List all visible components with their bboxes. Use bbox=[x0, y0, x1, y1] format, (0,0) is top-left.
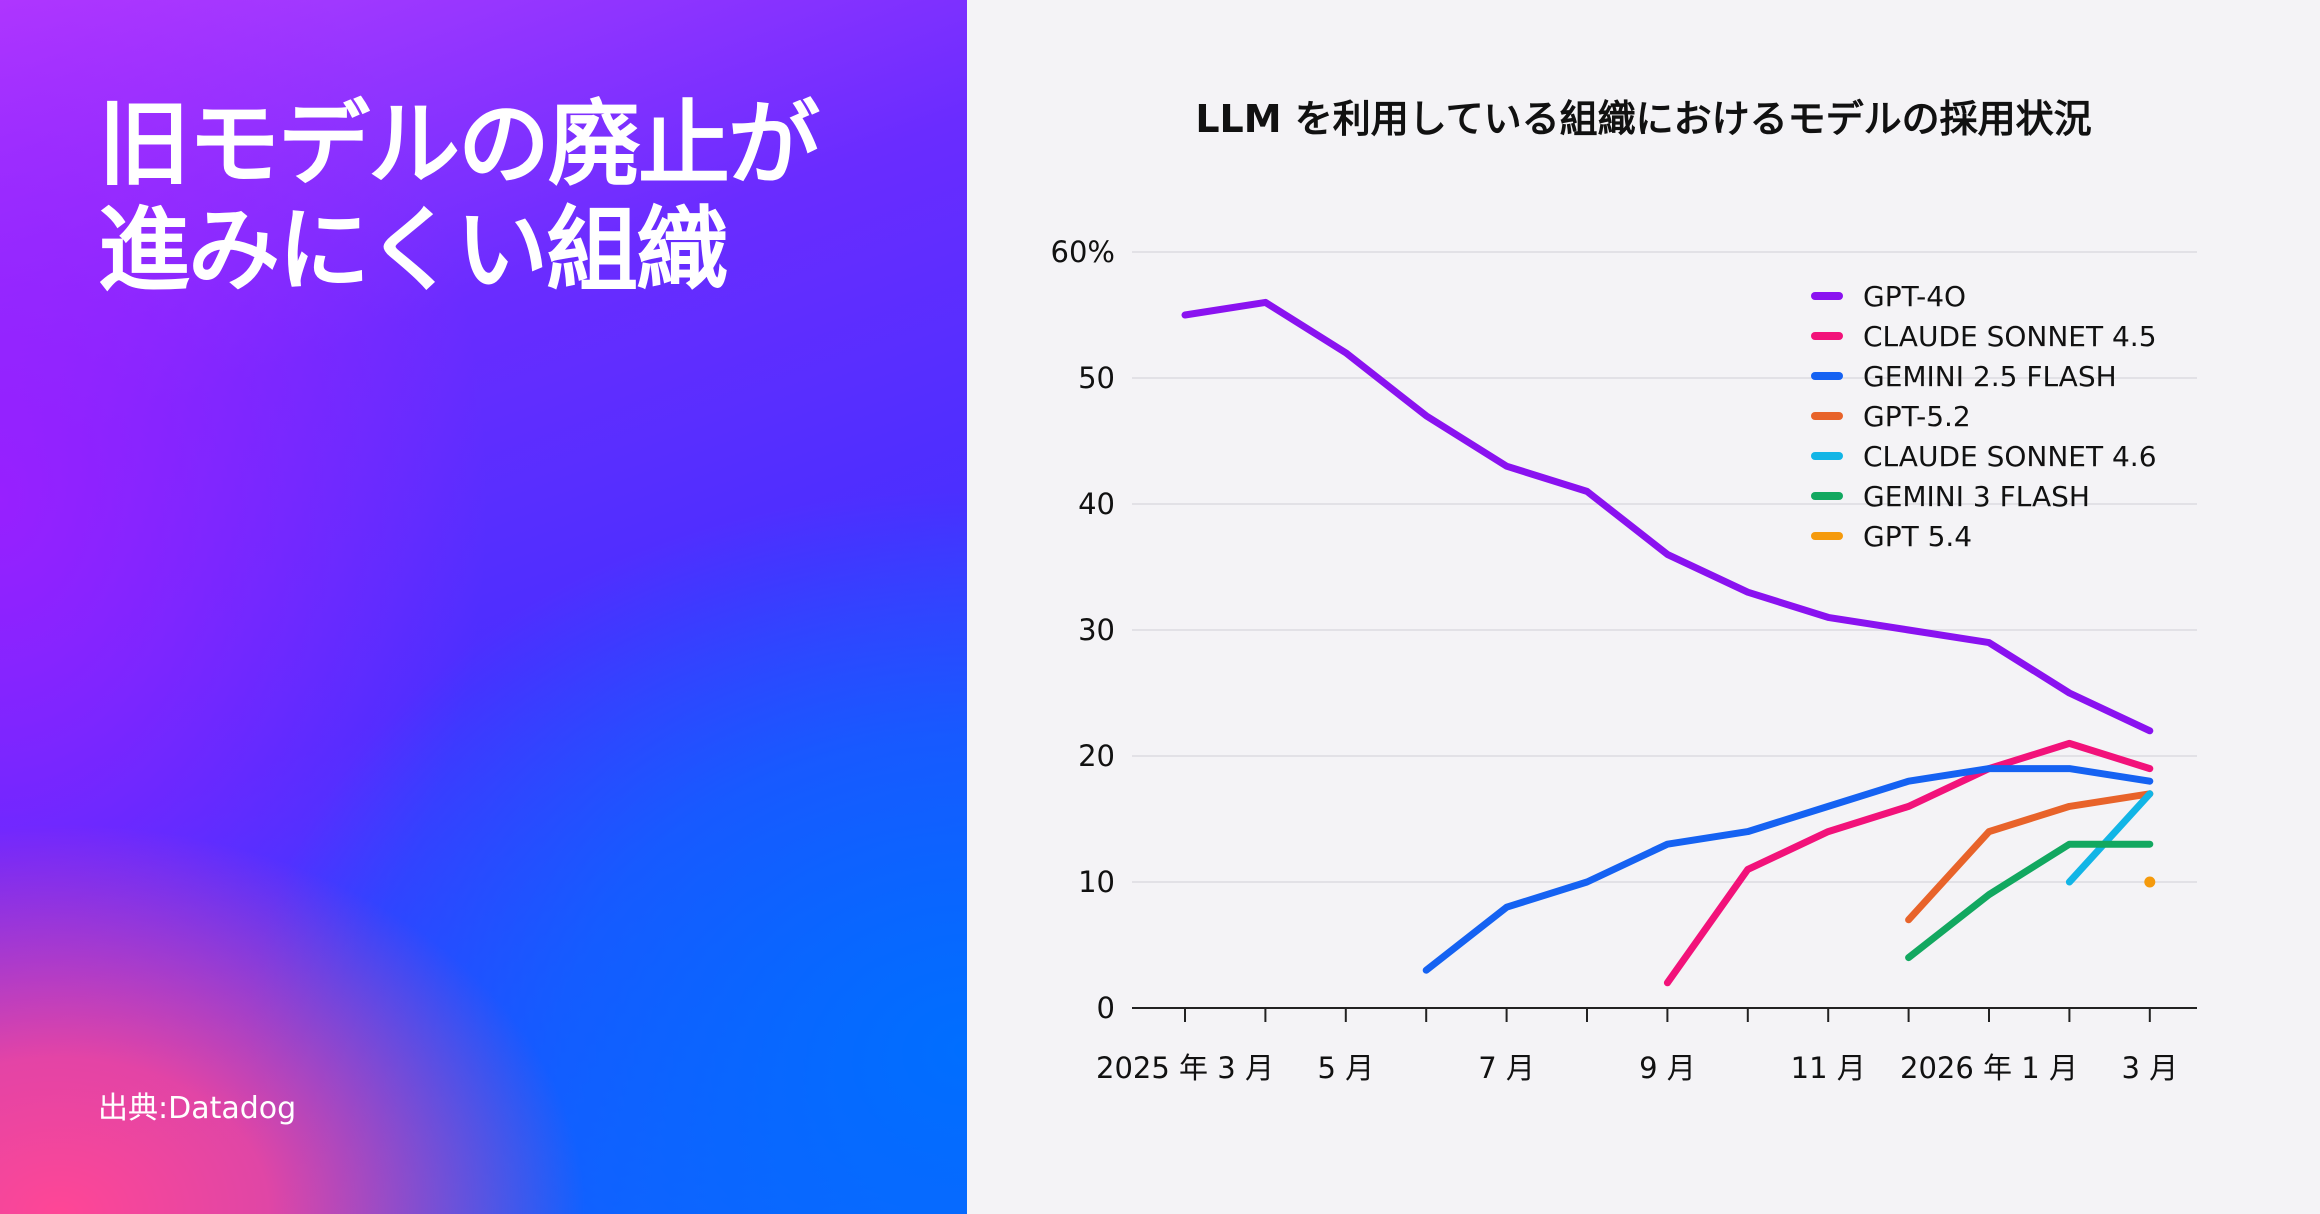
x-tick-label: 5 月 bbox=[1317, 1051, 1374, 1085]
legend-label: GEMINI 2.5 FLASH bbox=[1863, 360, 2117, 393]
legend-label: GEMINI 3 FLASH bbox=[1863, 480, 2090, 513]
gridlines bbox=[1132, 251, 2197, 883]
series-claude-sonnet-4-5 bbox=[1663, 739, 2154, 987]
series-claude-sonnet-4-6 bbox=[2065, 790, 2154, 886]
legend-item: GPT-4O bbox=[1811, 280, 1966, 313]
chart-title: LLM を利用している組織におけるモデルの採用状況 bbox=[1195, 97, 2092, 141]
y-tick-label: 60% bbox=[1051, 235, 1115, 269]
chart-panel: LLM を利用している組織におけるモデルの採用状況 0 10 20 30 40 50 60%… bbox=[967, 0, 2320, 1214]
series-line bbox=[1905, 790, 2154, 924]
series-line bbox=[1663, 739, 2154, 987]
series-line bbox=[1181, 298, 2154, 735]
series-line bbox=[2065, 790, 2154, 886]
legend-label: GPT-5.2 bbox=[1863, 400, 1971, 433]
series-gemini-3-flash bbox=[1905, 840, 2154, 962]
headline: 旧モデルの廃止が 進みにくい組織 bbox=[98, 92, 918, 304]
y-tick-label: 40 bbox=[1078, 487, 1115, 521]
series-gpt-4o bbox=[1181, 298, 2154, 735]
y-tick-label: 0 bbox=[1097, 991, 1115, 1025]
legend-item: GEMINI 3 FLASH bbox=[1811, 480, 2090, 513]
left-panel: 旧モデルの廃止が 進みにくい組織 出典:Datadog bbox=[0, 0, 967, 1214]
series-line bbox=[1905, 840, 2154, 962]
legend-label: CLAUDE SONNET 4.5 bbox=[1863, 320, 2157, 353]
headline-line-2: 進みにくい組織 bbox=[98, 197, 728, 304]
y-tick-label: 30 bbox=[1078, 613, 1115, 647]
legend-label: CLAUDE SONNET 4.6 bbox=[1863, 440, 2157, 473]
x-tick-label: 9 月 bbox=[1639, 1051, 1696, 1085]
x-axis: 2025 年 3 月 5 月 7 月 9 月 11 月 2026 年 1 月 3 月 bbox=[1096, 1007, 2197, 1085]
legend-item: GPT-5.2 bbox=[1811, 400, 1971, 433]
source-note: 出典:Datadog bbox=[98, 1091, 297, 1126]
x-tick-label: 3 月 bbox=[2121, 1051, 2178, 1085]
x-tick-label: 2026 年 1 月 bbox=[1900, 1051, 2078, 1085]
legend-label: GPT-4O bbox=[1863, 280, 1966, 313]
legend-item: CLAUDE SONNET 4.5 bbox=[1811, 320, 2157, 353]
legend-item: GPT 5.4 bbox=[1811, 520, 1972, 553]
x-tick-label: 11 月 bbox=[1791, 1051, 1866, 1085]
x-tick-label: 7 月 bbox=[1478, 1051, 1535, 1085]
x-tick-label: 2025 年 3 月 bbox=[1096, 1051, 1274, 1085]
series-line bbox=[1422, 765, 2154, 974]
series-lines bbox=[1181, 298, 2156, 987]
series-gpt-5-2 bbox=[1905, 790, 2154, 924]
data-point bbox=[2144, 876, 2156, 888]
y-tick-label: 50 bbox=[1078, 361, 1115, 395]
legend-label: GPT 5.4 bbox=[1863, 520, 1972, 553]
legend-item: CLAUDE SONNET 4.6 bbox=[1811, 440, 2157, 473]
headline-line-1: 旧モデルの廃止が bbox=[98, 91, 820, 198]
y-tick-label: 10 bbox=[1078, 865, 1115, 899]
series-gemini-2-5-flash bbox=[1422, 765, 2154, 974]
legend: GPT-4O CLAUDE SONNET 4.5 GEMINI 2.5 FLASH G… bbox=[1811, 280, 2157, 553]
y-axis: 0 10 20 30 40 50 60% bbox=[1051, 235, 1115, 1025]
y-tick-label: 20 bbox=[1078, 739, 1115, 773]
legend-item: GEMINI 2.5 FLASH bbox=[1811, 360, 2117, 393]
series-gpt-5-4 bbox=[2144, 876, 2156, 888]
